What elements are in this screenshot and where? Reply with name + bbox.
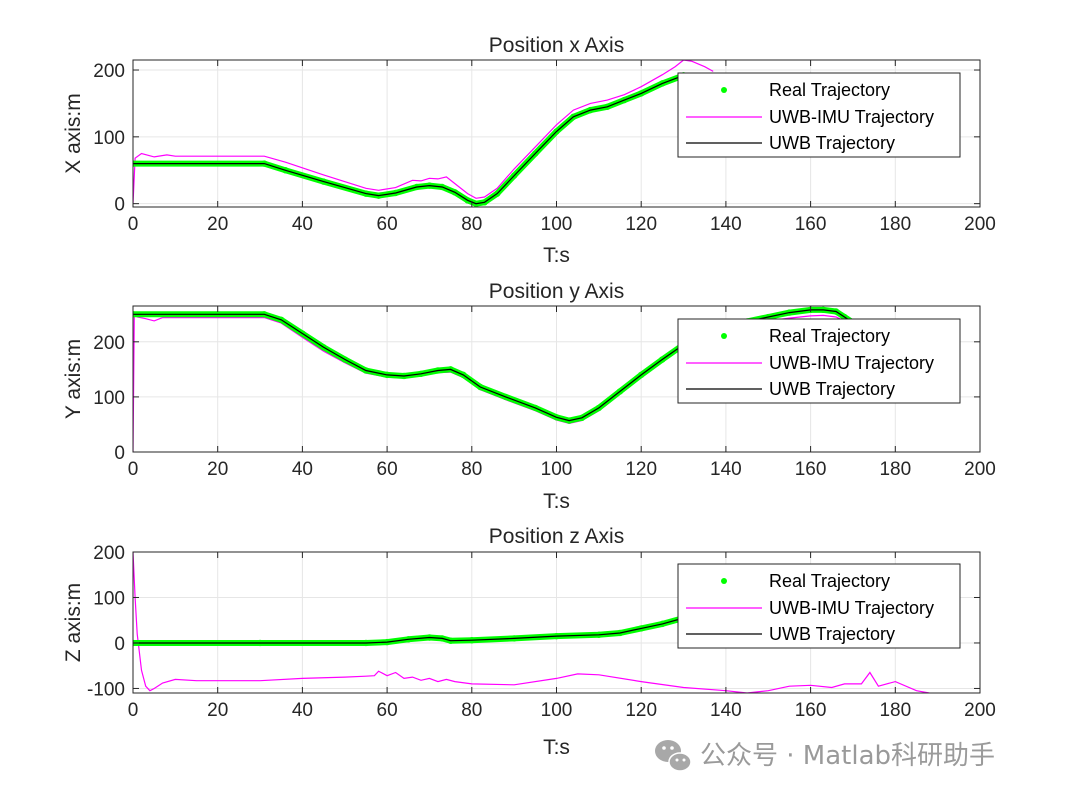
x-tick-label: 200	[964, 700, 996, 721]
y-tick-label: 200	[93, 543, 125, 564]
x-axis-label: T:s	[543, 490, 570, 513]
x-axis-label: T:s	[543, 736, 570, 759]
subplot-1: 0 20 40 60 80 100 120 140 160 180 200 0 100 200 Positi…	[62, 34, 996, 267]
x-tick-label: 100	[541, 700, 573, 721]
chart-title: Position z Axis	[489, 525, 624, 548]
x-tick-label: 180	[879, 700, 911, 721]
legend-label: Real Trajectory	[769, 80, 890, 100]
legend-real-marker	[721, 578, 727, 584]
y-axis-label: Y axis:m	[62, 339, 85, 419]
y-tick-label: 0	[114, 634, 125, 655]
y-tick-label: 100	[93, 128, 125, 149]
x-tick-label: 180	[879, 214, 911, 235]
y-axis-label: Z axis:m	[62, 583, 85, 662]
x-tick-label: 140	[710, 700, 742, 721]
x-tick-label: 200	[964, 214, 996, 235]
x-tick-label: 140	[710, 459, 742, 480]
wechat-icon	[655, 740, 692, 772]
subplot-2: 0 20 40 60 80 100 120 140 160 180 200 0 100 200 Positi…	[62, 280, 996, 513]
legend-label: UWB-IMU Trajectory	[769, 598, 934, 618]
legend-label: UWB Trajectory	[769, 379, 895, 399]
x-tick-label: 80	[461, 700, 482, 721]
y-tick-label: 200	[93, 61, 125, 82]
legend: Real Trajectory UWB-IMU Trajectory UWB Tra…	[677, 318, 961, 404]
y-tick-label: 200	[93, 333, 125, 354]
x-tick-label: 40	[292, 459, 313, 480]
x-tick-label: 40	[292, 214, 313, 235]
x-tick-label: 80	[461, 214, 482, 235]
legend-label: UWB-IMU Trajectory	[769, 107, 934, 127]
x-tick-label: 60	[377, 700, 398, 721]
x-tick-label: 40	[292, 700, 313, 721]
x-tick-label: 160	[795, 214, 827, 235]
y-tick-label: 100	[93, 588, 125, 609]
chart-title: Position x Axis	[489, 34, 624, 57]
x-tick-label: 120	[625, 459, 657, 480]
series-uwb-line	[133, 74, 684, 205]
series-uwb-line	[133, 309, 854, 422]
x-tick-label: 140	[710, 214, 742, 235]
series-uwb-imu-line	[133, 552, 930, 693]
watermark-text: 公众号 · Matlab科研助手	[700, 741, 995, 771]
x-tick-label: 0	[128, 214, 139, 235]
x-tick-label: 0	[128, 700, 139, 721]
x-tick-label: 180	[879, 459, 911, 480]
x-tick-label: 100	[541, 459, 573, 480]
x-tick-label: 20	[207, 700, 228, 721]
series-uwb-line	[133, 615, 705, 644]
x-tick-label: 200	[964, 459, 996, 480]
x-tick-label: 60	[377, 459, 398, 480]
watermark: 公众号 · Matlab科研助手	[655, 740, 995, 772]
plot-area	[133, 60, 714, 207]
legend-label: UWB-IMU Trajectory	[769, 353, 934, 373]
x-tick-label: 0	[128, 459, 139, 480]
subplot-3: 0 20 40 60 80 100 120 140 160 180 200-1000100200Po…	[62, 525, 996, 759]
y-tick-label: 0	[114, 195, 125, 216]
y-tick-label: -100	[87, 679, 125, 700]
x-tick-label: 160	[795, 700, 827, 721]
x-axis-label: T:s	[543, 244, 570, 267]
legend-label: Real Trajectory	[769, 326, 890, 346]
x-tick-label: 60	[377, 214, 398, 235]
series-uwb-imu-line	[133, 60, 714, 204]
chart-title: Position y Axis	[489, 280, 624, 303]
legend-real-marker	[721, 333, 727, 339]
y-tick-label: 100	[93, 388, 125, 409]
x-tick-label: 120	[625, 214, 657, 235]
x-tick-label: 160	[795, 459, 827, 480]
x-tick-label: 100	[541, 214, 573, 235]
y-tick-label: 0	[114, 443, 125, 464]
x-tick-label: 20	[207, 459, 228, 480]
x-tick-label: 120	[625, 700, 657, 721]
x-tick-label: 80	[461, 459, 482, 480]
y-axis-label: X axis:m	[62, 93, 85, 174]
legend-label: UWB Trajectory	[769, 624, 895, 644]
legend-label: Real Trajectory	[769, 571, 890, 591]
plot-area	[133, 306, 857, 452]
legend-real-marker	[721, 87, 727, 93]
legend: Real Trajectory UWB-IMU Trajectory UWB Tra…	[677, 563, 961, 649]
legend: Real Trajectory UWB-IMU Trajectory UWB Tra…	[677, 72, 961, 158]
series-real-markers	[133, 72, 687, 207]
legend-label: UWB Trajectory	[769, 133, 895, 153]
x-tick-label: 20	[207, 214, 228, 235]
